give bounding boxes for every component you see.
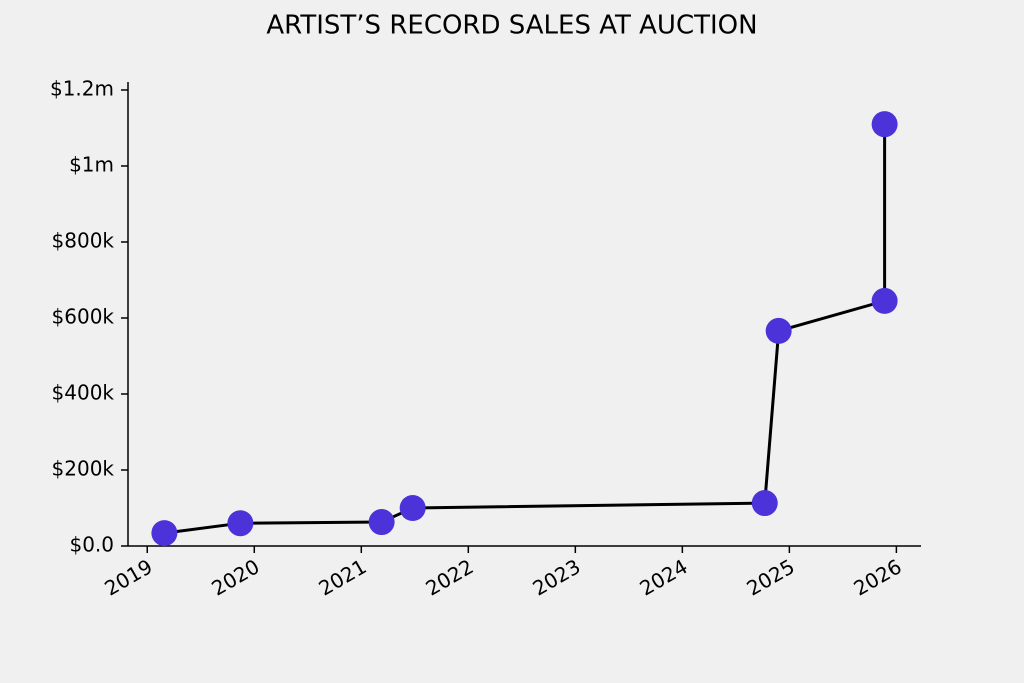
data-point <box>151 520 178 547</box>
data-point <box>227 510 254 537</box>
x-tick-label: 2024 <box>636 554 692 600</box>
y-tick-label: $1m <box>69 152 114 176</box>
x-tick-label: 2021 <box>314 554 370 600</box>
y-tick-label: $1.2m <box>50 76 114 100</box>
y-tick-label: $400k <box>52 380 115 404</box>
chart-title: ARTIST’S RECORD SALES AT AUCTION <box>266 11 757 41</box>
x-tick-label: 2020 <box>207 554 263 600</box>
data-point <box>871 287 898 314</box>
data-point <box>751 490 778 517</box>
y-tick-label: $800k <box>52 228 115 252</box>
y-tick-label: $600k <box>52 304 115 328</box>
x-tick-label: 2019 <box>100 554 156 600</box>
data-point <box>368 509 395 536</box>
data-point <box>765 317 792 344</box>
y-tick-label: $0.0 <box>69 533 114 557</box>
x-tick-label: 2026 <box>850 554 906 600</box>
x-tick-label: 2023 <box>528 554 584 600</box>
y-tick-label: $200k <box>52 456 115 480</box>
x-tick-label: 2025 <box>743 554 799 600</box>
data-line <box>164 124 887 535</box>
data-point <box>871 111 898 138</box>
data-point <box>399 494 426 521</box>
x-tick-label: 2022 <box>421 554 477 600</box>
